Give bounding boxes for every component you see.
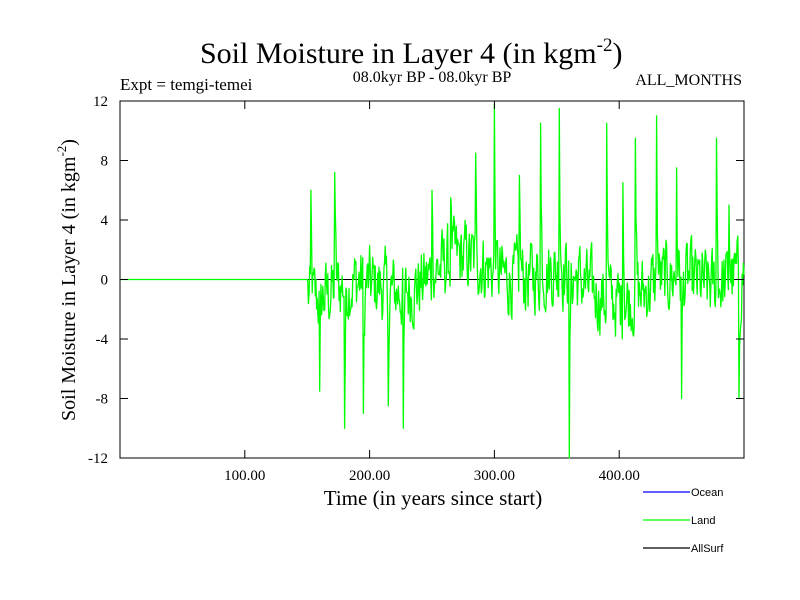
- x-tick-label: 300.00: [474, 468, 515, 484]
- y-tick-label: 12: [93, 94, 108, 110]
- legend: Ocean Land AllSurf: [643, 487, 724, 555]
- y-axis-ticks: 12 8 4 0 -4 -8 -12: [88, 94, 744, 467]
- x-axis-ticks: 100.00 200.00 300.00 400.00: [224, 101, 640, 484]
- y-tick-label: 0: [101, 273, 109, 289]
- x-tick-label: 400.00: [599, 468, 640, 484]
- x-axis-label: Time (in years since start): [324, 486, 543, 510]
- subtitle-period: 08.0kyr BP - 08.0kyr BP: [353, 69, 512, 86]
- subtitle-experiment: Expt = temgi-temei: [120, 75, 253, 94]
- legend-label-allsurf: AllSurf: [691, 543, 724, 555]
- y-tick-label: -12: [88, 451, 108, 467]
- y-axis-label: Soil Moisture in Layer 4 (in kgm-2): [54, 139, 80, 421]
- chart-title: Soil Moisture in Layer 4 (in kgm-2): [200, 35, 622, 70]
- land-series-line: [120, 103, 745, 459]
- y-tick-label: -4: [96, 332, 109, 348]
- legend-label-ocean: Ocean: [691, 487, 723, 499]
- legend-label-land: Land: [691, 515, 715, 527]
- x-tick-label: 200.00: [349, 468, 390, 484]
- subtitle-months: ALL_MONTHS: [635, 72, 742, 89]
- x-tick-label: 100.00: [224, 468, 265, 484]
- y-tick-label: -8: [96, 392, 109, 408]
- y-tick-label: 4: [101, 213, 109, 229]
- y-tick-label: 8: [101, 154, 109, 170]
